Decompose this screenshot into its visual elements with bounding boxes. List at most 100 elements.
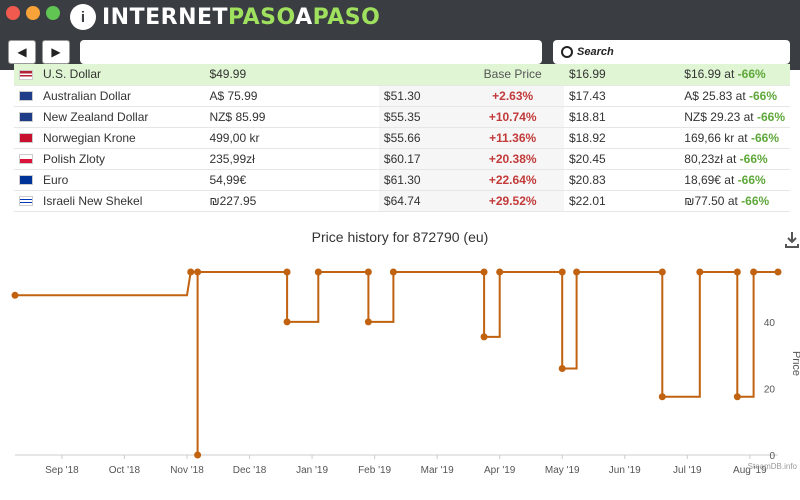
chart-title: Price history for 872790 (eu) [311, 229, 489, 245]
price-point[interactable] [750, 268, 758, 276]
price-difference: +10.74% [461, 106, 564, 128]
price-point[interactable] [194, 451, 202, 459]
price-point[interactable] [696, 268, 704, 276]
price-point[interactable] [558, 268, 566, 276]
flag-cell [14, 127, 38, 149]
discount-badge: -66% [739, 151, 768, 166]
logo-word-1: INTERNET [102, 4, 229, 30]
lowest-converted-price: $22.01 [563, 190, 680, 212]
flag-cell [14, 169, 38, 191]
flag-cell [14, 190, 38, 212]
price-point[interactable] [480, 333, 488, 341]
logo-word-2: PASO [228, 4, 296, 30]
currency-name: Polish Zloty [38, 148, 205, 170]
price-row: Norwegian Krone 499,00 kr $55.66 +11.36% $18… [14, 127, 790, 149]
us-flag-icon [19, 70, 33, 81]
converted-price: $61.30 [378, 169, 462, 191]
discount-badge: -66% [750, 130, 779, 145]
price-point[interactable] [194, 268, 202, 276]
discount-badge: -66% [737, 67, 766, 82]
flag-cell [14, 64, 38, 86]
address-bar[interactable] [80, 40, 542, 64]
regional-price: 235,99zł [204, 148, 379, 170]
currency-name: Australian Dollar [38, 85, 205, 107]
price-point[interactable] [480, 268, 488, 276]
download-icon[interactable] [785, 231, 799, 249]
price-point[interactable] [314, 268, 322, 276]
price-row: Euro 54,99€ $61.30 +22.64% $20.83 18,69€ at -… [14, 169, 790, 191]
lowest-converted-price: $20.83 [563, 169, 680, 191]
price-point[interactable] [733, 268, 741, 276]
price-point[interactable] [283, 318, 291, 326]
nz-flag-icon [19, 112, 33, 123]
discount-badge: -66% [749, 88, 778, 103]
x-tick-label: May '19 [545, 465, 580, 476]
lowest-recorded-price: 169,66 kr at -66% [679, 127, 790, 149]
price-difference: +2.63% [461, 85, 564, 107]
price-point[interactable] [774, 268, 782, 276]
price-point[interactable] [658, 268, 666, 276]
y-tick-label: 0 [769, 451, 775, 462]
currency-name: U.S. Dollar [38, 64, 205, 86]
lowest-recorded-price: $16.99 at -66% [679, 64, 790, 86]
price-point[interactable] [364, 318, 372, 326]
x-tick-label: Dec '18 [233, 465, 267, 476]
price-point[interactable] [389, 268, 397, 276]
regional-price-table: U.S. Dollar $49.99 Base Price $16.99 $16.99 … [14, 64, 790, 212]
price-difference: +20.38% [461, 148, 564, 170]
au-flag-icon [19, 91, 33, 102]
lowest-recorded-price: 80,23zł at -66% [679, 148, 790, 170]
lowest-price-text: NZ$ 29.23 at [684, 109, 754, 124]
price-row: U.S. Dollar $49.99 Base Price $16.99 $16.99 … [14, 64, 790, 86]
forward-button[interactable]: ▶ [42, 40, 70, 64]
price-point[interactable] [187, 268, 195, 276]
flag-cell [14, 148, 38, 170]
x-tick-label: Jun '19 [609, 465, 641, 476]
minimize-window-button[interactable] [26, 6, 40, 20]
price-point[interactable] [558, 364, 566, 372]
price-point[interactable] [364, 268, 372, 276]
price-history-chart: Sep '18 Oct '18 Nov '18 Dec '18 Jan '19 Feb '… [0, 222, 800, 500]
close-window-button[interactable] [6, 6, 20, 20]
no-flag-icon [19, 133, 33, 144]
lowest-price-text: 80,23zł at [684, 151, 737, 166]
regional-price: ₪227.95 [204, 190, 379, 212]
x-tick-label: Nov '18 [170, 465, 204, 476]
y-tick-label: 40 [764, 318, 776, 329]
flag-cell [14, 85, 38, 107]
maximize-window-button[interactable] [46, 6, 60, 20]
converted-price: $51.30 [378, 85, 462, 107]
lowest-converted-price: $18.81 [563, 106, 680, 128]
price-row: Israeli New Shekel ₪227.95 $64.74 +29.52% $2… [14, 190, 790, 212]
lowest-price-text: ₪77.50 at [684, 193, 738, 208]
il-flag-icon [19, 196, 33, 207]
price-point[interactable] [733, 393, 741, 401]
price-row: Australian Dollar A$ 75.99 $51.30 +2.63% $17… [14, 85, 790, 107]
converted-price: $64.74 [378, 190, 462, 212]
price-point[interactable] [496, 268, 504, 276]
back-button[interactable]: ◀ [8, 40, 36, 64]
search-icon [561, 46, 573, 58]
price-point[interactable] [11, 291, 19, 299]
forward-arrow-icon: ▶ [51, 45, 61, 59]
x-tick-label: Oct '18 [109, 465, 141, 476]
price-point[interactable] [573, 268, 581, 276]
discount-badge: -66% [741, 193, 770, 208]
browser-toolbar: i INTERNETPASOAPASO ◀ ▶ Search [0, 0, 800, 70]
lowest-recorded-price: A$ 25.83 at -66% [679, 85, 790, 107]
price-point[interactable] [658, 393, 666, 401]
lowest-recorded-price: 18,69€ at -66% [679, 169, 790, 191]
search-box[interactable]: Search [553, 40, 790, 64]
price-difference: +29.52% [461, 190, 564, 212]
lowest-price-text: 18,69€ at [684, 172, 735, 187]
converted-price [378, 64, 462, 86]
x-tick-label: Sep '18 [45, 465, 79, 476]
lowest-converted-price: $16.99 [563, 64, 680, 86]
price-point[interactable] [283, 268, 291, 276]
price-difference: +22.64% [461, 169, 564, 191]
converted-price: $60.17 [378, 148, 462, 170]
converted-price: $55.35 [378, 106, 462, 128]
eu-flag-icon [19, 175, 33, 186]
x-tick-label: Jul '19 [673, 465, 702, 476]
regional-price: 54,99€ [204, 169, 379, 191]
